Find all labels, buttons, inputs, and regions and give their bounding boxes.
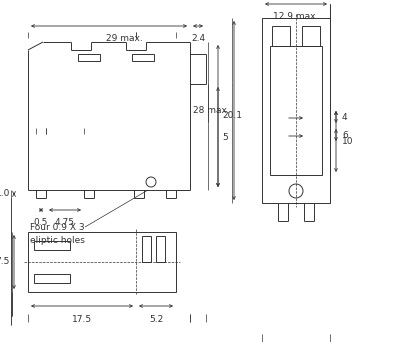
Bar xyxy=(132,54,154,61)
Text: 20.1: 20.1 xyxy=(222,111,242,120)
Text: 7.5: 7.5 xyxy=(0,258,10,266)
Text: 28 max.: 28 max. xyxy=(193,106,230,115)
Text: 4: 4 xyxy=(342,113,348,121)
Text: 2.4: 2.4 xyxy=(191,34,205,43)
Text: 0.5: 0.5 xyxy=(34,218,48,227)
Text: 5.2: 5.2 xyxy=(149,315,163,324)
Text: 12.9 max.: 12.9 max. xyxy=(273,12,319,21)
Bar xyxy=(272,26,290,46)
Bar xyxy=(34,241,70,250)
Text: 4.75: 4.75 xyxy=(55,218,75,227)
Text: 5: 5 xyxy=(222,132,228,142)
Text: eliptic holes: eliptic holes xyxy=(30,236,85,245)
Text: 10: 10 xyxy=(342,137,354,146)
Bar xyxy=(302,26,320,46)
Bar xyxy=(28,232,176,292)
Bar xyxy=(34,274,70,283)
Text: 17.5: 17.5 xyxy=(72,315,92,324)
Bar xyxy=(156,236,165,262)
Bar xyxy=(142,236,151,262)
Text: 29 max.: 29 max. xyxy=(106,34,142,43)
Text: Four 0.9 X 3: Four 0.9 X 3 xyxy=(30,223,85,232)
Bar xyxy=(262,18,330,203)
Text: 1.0: 1.0 xyxy=(0,189,10,198)
Bar xyxy=(270,46,322,175)
Text: 6: 6 xyxy=(342,131,348,140)
Bar xyxy=(78,54,100,61)
